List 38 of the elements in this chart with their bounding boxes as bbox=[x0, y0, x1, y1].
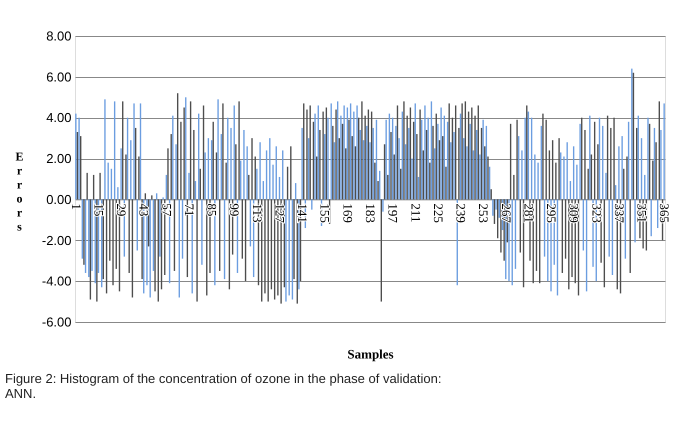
y-tick-label: -4.00 bbox=[42, 274, 72, 289]
x-tick-label: 1 bbox=[68, 203, 84, 210]
x-tick-label: 225 bbox=[430, 203, 446, 223]
x-tick-label: 295 bbox=[544, 203, 560, 223]
x-tick-label: 169 bbox=[340, 203, 356, 223]
caption: Figure 2: Histogram of the concentration of ozone in the phase of validation: ANN. bbox=[5, 371, 442, 401]
x-tick-label: 351 bbox=[634, 203, 650, 223]
x-tick-label: 337 bbox=[612, 203, 627, 224]
y-tick-label: 6.00 bbox=[46, 69, 72, 84]
x-tick-label: 43 bbox=[136, 203, 152, 216]
x-tick-label: 253 bbox=[476, 203, 492, 223]
y-tick-label: -6.00 bbox=[42, 314, 72, 330]
x-tick-label: 323 bbox=[589, 203, 604, 223]
x-tick-label: 85 bbox=[204, 203, 220, 216]
x-tick-label: 281 bbox=[521, 203, 536, 223]
x-tick-label: 127 bbox=[272, 203, 288, 224]
x-axis-title: Samples bbox=[347, 346, 394, 362]
x-tick-label: 183 bbox=[363, 203, 378, 223]
x-tick-label: 197 bbox=[386, 203, 401, 224]
y-tick-label: 4.00 bbox=[46, 110, 72, 126]
x-tick-label: 57 bbox=[159, 203, 174, 217]
x-tick-label: 15 bbox=[91, 203, 106, 216]
x-tick-label: 211 bbox=[408, 203, 424, 222]
x-tick-label: 113 bbox=[250, 203, 265, 222]
x-tick-label: 71 bbox=[182, 203, 197, 216]
x-tick-label: 239 bbox=[454, 203, 469, 223]
y-tick-label: -2.00 bbox=[42, 232, 72, 248]
y-tick-label: 0.00 bbox=[46, 192, 72, 207]
y-axis-title: Errors bbox=[15, 150, 24, 234]
x-tick-label: 365 bbox=[657, 203, 672, 223]
x-tick-label: 309 bbox=[566, 203, 582, 223]
y-tick-label: 8.00 bbox=[46, 28, 72, 44]
x-tick-label: 267 bbox=[498, 203, 514, 224]
x-tick-label: 155 bbox=[318, 203, 333, 223]
y-tick-label: 2.00 bbox=[46, 151, 72, 166]
x-tick-label: 141 bbox=[295, 203, 310, 223]
x-tick-label: 29 bbox=[114, 203, 130, 216]
x-tick-label: 99 bbox=[227, 203, 242, 216]
